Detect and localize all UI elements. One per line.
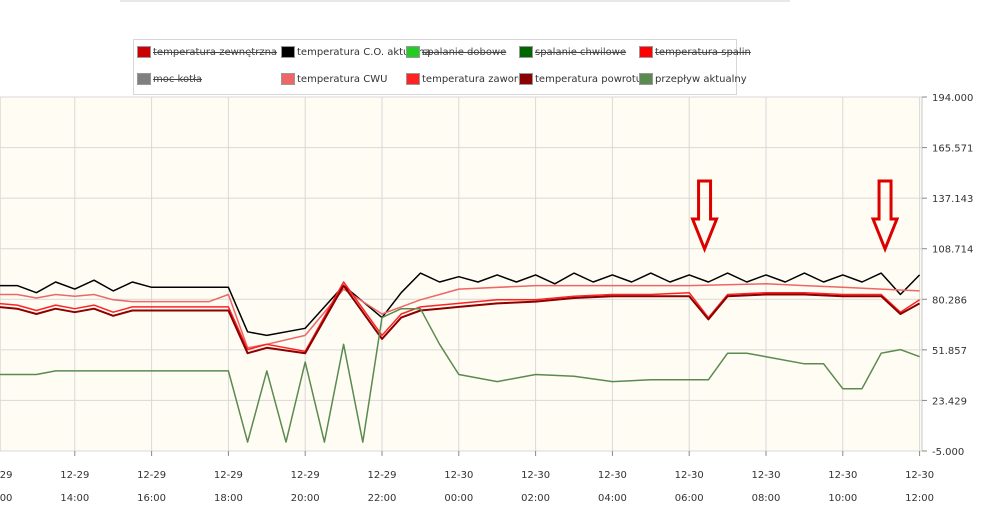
x-tick-label-date: 12-30 <box>751 470 780 481</box>
legend-label: temperatura CWU <box>297 73 388 85</box>
x-tick-label-date: 12-29 <box>0 470 13 481</box>
legend-swatch <box>137 46 151 58</box>
x-tick-label-time: 22:00 <box>368 493 397 504</box>
x-tick-label-time: 02:00 <box>521 493 550 504</box>
legend-swatch <box>639 46 653 58</box>
legend-item[interactable]: spalanie chwilowe <box>519 43 626 61</box>
legend-label: temperatura powrotu <box>535 73 643 85</box>
series-line <box>0 281 921 353</box>
legend-swatch <box>137 73 151 85</box>
plot-area <box>0 96 923 452</box>
y-tick-label: 80.286 <box>932 295 967 306</box>
legend-swatch <box>519 73 533 85</box>
y-tick-label: 165.571 <box>932 144 973 155</box>
legend-item[interactable]: temperatura spalin <box>639 43 751 61</box>
y-tick-label: 51.857 <box>932 346 967 357</box>
legend-swatch <box>519 46 533 58</box>
x-tick-label-date: 12-30 <box>444 470 473 481</box>
top-scroll-strip <box>120 0 790 2</box>
y-tick-label: 137.143 <box>932 194 973 205</box>
legend-item[interactable]: moc kotła <box>137 70 202 88</box>
y-tick-label: -5.000 <box>932 447 964 458</box>
legend-swatch <box>281 46 295 58</box>
legend-label: temperatura C.O. aktualna <box>297 46 431 58</box>
x-tick-label-date: 12-29 <box>367 470 396 481</box>
x-tick-label-time: 08:00 <box>752 493 781 504</box>
legend-label: spalanie chwilowe <box>535 46 627 58</box>
legend-item[interactable]: temperatura CWU <box>281 70 387 88</box>
x-tick-label-time: 12:00 <box>905 493 934 504</box>
series-line <box>0 272 921 337</box>
legend-label: temperatura spalin <box>655 46 751 58</box>
x-tick-label-time: 12:00 <box>0 493 12 504</box>
legend-swatch <box>406 73 420 85</box>
x-tick-label-time: 06:00 <box>675 493 704 504</box>
legend-item[interactable]: przepływ aktualny <box>639 70 747 88</box>
legend-item[interactable]: temperatura zaworu <box>406 70 524 88</box>
x-tick-label-date: 12-30 <box>675 470 704 481</box>
legend-label: przepływ aktualny <box>655 73 747 85</box>
x-tick-label-date: 12-30 <box>598 470 627 481</box>
arrow-down-annotation <box>870 179 900 254</box>
x-tick-label-time: 16:00 <box>137 493 166 504</box>
series-line <box>0 284 921 355</box>
x-tick-label-date: 12-29 <box>137 470 166 481</box>
legend-label: temperatura zaworu <box>422 73 525 85</box>
x-tick-label-date: 12-30 <box>905 470 934 481</box>
series-line <box>0 307 920 443</box>
y-tick-label: 194.000 <box>932 93 973 104</box>
legend-item[interactable]: spalanie dobowe <box>406 43 506 61</box>
legend-swatch <box>406 46 420 58</box>
legend-swatch <box>639 73 653 85</box>
x-tick-label-date: 12-29 <box>291 470 320 481</box>
legend-item[interactable]: temperatura powrotu <box>519 70 642 88</box>
x-tick-label-date: 12-29 <box>60 470 89 481</box>
x-tick-label-date: 12-30 <box>828 470 857 481</box>
legend-item[interactable]: temperatura C.O. aktualna <box>281 43 431 61</box>
x-tick-label-time: 20:00 <box>291 493 320 504</box>
legend-swatch <box>281 73 295 85</box>
y-tick-label: 108.714 <box>932 245 973 256</box>
legend-label: temperatura zewnętrzna <box>153 46 278 58</box>
legend-label: spalanie dobowe <box>422 46 507 58</box>
x-tick-label-time: 04:00 <box>598 493 627 504</box>
legend: temperatura zewnętrzna temperatura C.O. a… <box>133 39 751 95</box>
y-tick-label: 23.429 <box>932 396 967 407</box>
x-tick-label-time: 14:00 <box>60 493 89 504</box>
x-tick-label-time: 00:00 <box>444 493 473 504</box>
legend-item[interactable]: temperatura zewnętrzna <box>137 43 277 61</box>
x-tick-label-time: 18:00 <box>214 493 243 504</box>
arrow-down-annotation <box>690 179 719 254</box>
x-tick-label-date: 12-29 <box>214 470 243 481</box>
x-tick-label-time: 10:00 <box>828 493 857 504</box>
x-tick-label-date: 12-30 <box>521 470 550 481</box>
legend-label: moc kotła <box>153 73 202 85</box>
series-line <box>0 283 920 349</box>
